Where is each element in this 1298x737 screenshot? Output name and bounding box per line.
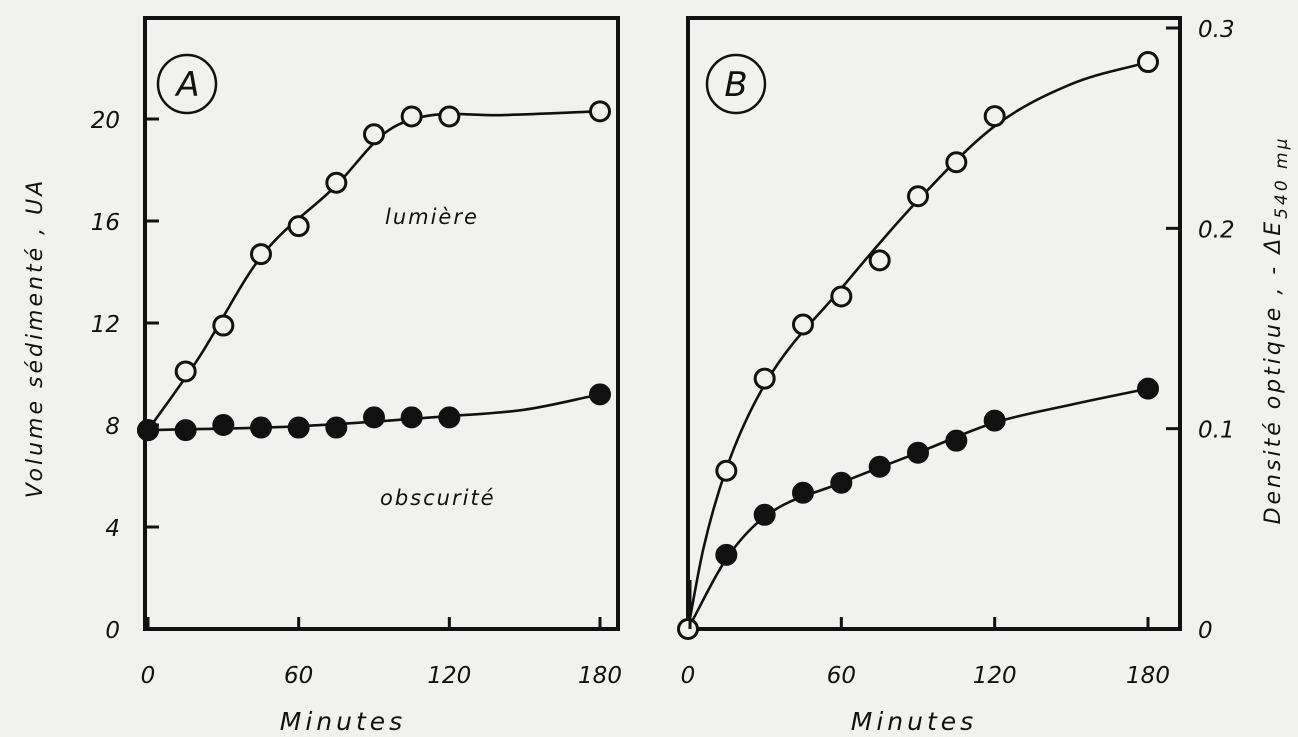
- annotation-lumiere: lumière: [385, 205, 479, 229]
- panel-a-series-1-point: [212, 314, 235, 337]
- panel-b-series-2-point: [1137, 377, 1159, 400]
- panel-a-series-1-point: [589, 100, 611, 123]
- panel-b-x-tick-label: 120: [973, 663, 1017, 689]
- panel-b-fit-curve-1: [686, 60, 1149, 630]
- panel-b-y-tick-label: 0.3: [1198, 17, 1235, 43]
- panel-b-series-2-point: [868, 455, 891, 478]
- panel-b-y-tick-label: 0: [1198, 618, 1213, 644]
- panel-b-letter-circle: [705, 53, 767, 115]
- panel-a-x-tick-label: 0: [141, 663, 156, 689]
- panel-b-y-title-main: Densité optique , - ΔE: [1261, 219, 1286, 525]
- panel-b-y-title-sub: 540 mμ: [1272, 136, 1292, 219]
- panel-a-x-tick-label: 120: [427, 663, 471, 689]
- panel-a-series-2-point: [325, 416, 348, 439]
- panel-a-fit-curve-1: [146, 110, 601, 431]
- panel-a-series-1-point: [287, 215, 310, 238]
- panel-b-series-1-point: [868, 249, 891, 272]
- panel-a-series-1-point: [400, 105, 423, 128]
- panel-a-series-1-point: [174, 360, 197, 383]
- panel-b-series-1-point: [753, 367, 776, 390]
- panel-b-y-tick-label: 0.1: [1198, 418, 1235, 444]
- panel-a-series-1-point: [438, 105, 461, 128]
- panel-a-series-2-point: [174, 419, 197, 442]
- panel-a-x-tick-label: 180: [578, 663, 622, 689]
- panel-b-series-1-point: [677, 618, 699, 640]
- panel-a-series-2-point: [287, 416, 310, 439]
- panel-b-series-1-point: [983, 105, 1006, 128]
- panel-b-series-1-point: [830, 285, 853, 308]
- panel-b-frame: [686, 16, 1182, 631]
- panel-b-x-title: Minutes: [851, 707, 977, 736]
- panel-a: A lumière obscurité Minutes Volume sédim…: [23, 16, 622, 736]
- panel-a-y-tick-label: 16: [91, 210, 120, 236]
- panel-a-series-2-point: [400, 406, 423, 429]
- panel-a-y-tick-label: 0: [105, 618, 120, 644]
- panel-a-x-tick-label: 60: [284, 663, 313, 689]
- panel-b-series-2-point: [945, 429, 968, 452]
- panel-b-x-tick-label: 60: [827, 663, 856, 689]
- panel-a-series-1-point: [363, 123, 385, 146]
- panel-b-x-tick-label: 0: [681, 663, 696, 689]
- panel-a-series-2-point: [589, 383, 611, 406]
- panel-b: B Minutes Densité optique , - ΔE540 mμ 0…: [677, 16, 1292, 736]
- panel-b-series-2-point: [983, 409, 1006, 432]
- panel-a-letter-circle: [156, 53, 218, 115]
- panel-a-series-1-point: [325, 171, 348, 194]
- panel-a-y-tick-label: 4: [105, 516, 120, 542]
- panel-a-series-2-point: [137, 419, 159, 442]
- panel-b-series-2-point: [753, 503, 776, 526]
- panel-b-series-2-point: [907, 441, 929, 464]
- panel-b-series-1-point: [1137, 51, 1159, 74]
- panel-b-series-1-point: [907, 185, 929, 208]
- panel-a-y-tick-label: 12: [91, 312, 120, 338]
- panel-a-x-title: Minutes: [280, 707, 406, 736]
- panel-a-y-tick-label: 8: [105, 414, 120, 440]
- panel-b-x-tick-label: 180: [1126, 663, 1170, 689]
- panel-a-y-title: Volume sédimenté , UA: [23, 178, 48, 499]
- panel-b-series-1-point: [945, 151, 968, 174]
- panel-a-series-1-point: [250, 243, 272, 266]
- panel-a-series-2-point: [250, 416, 272, 439]
- panel-b-series-1-point: [715, 459, 738, 482]
- panel-a-series-2-point: [438, 406, 461, 429]
- panel-a-series-2-point: [212, 414, 235, 436]
- panel-b-series-2-point: [715, 543, 738, 566]
- panel-a-letter: A: [174, 65, 199, 105]
- annotation-obscurite: obscurité: [380, 486, 496, 510]
- panel-b-series-2-point: [830, 471, 853, 494]
- panel-a-series-2-point: [363, 406, 385, 429]
- panel-b-letter: B: [724, 65, 747, 105]
- panel-b-y-title: Densité optique , - ΔE540 mμ: [1261, 136, 1292, 525]
- panel-a-y-tick-label: 20: [91, 108, 120, 134]
- panel-b-series-1-point: [792, 313, 814, 336]
- panel-b-series-2-point: [792, 481, 814, 504]
- panel-b-y-tick-label: 0.2: [1198, 217, 1235, 243]
